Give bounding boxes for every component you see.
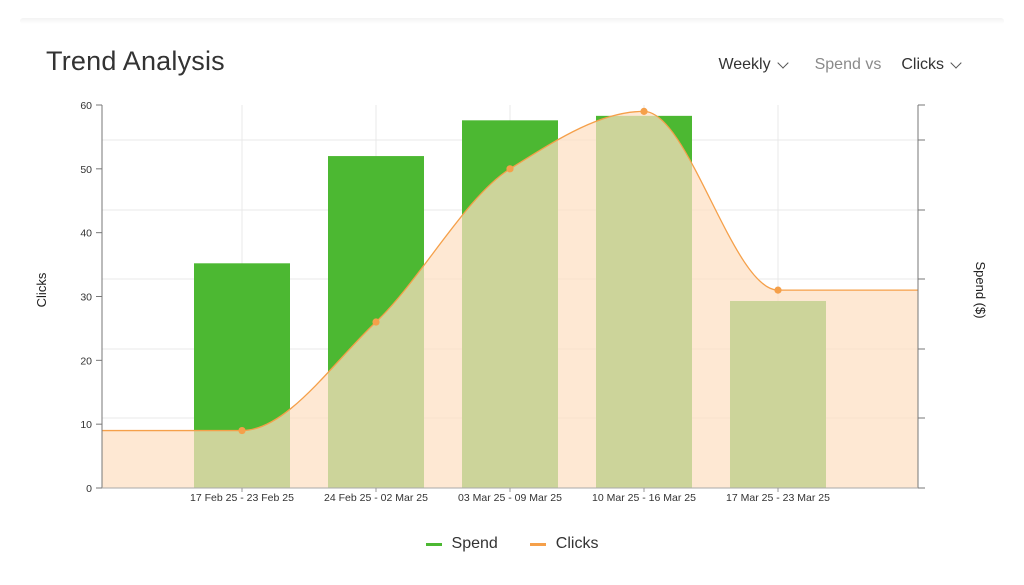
compare-label: Spend vs [814,56,882,73]
legend-swatch-spend [425,542,442,546]
x-tick-label: 03 Mar 25 - 09 Mar 25 [458,492,562,504]
chart-legend: Spend Clicks [0,535,1024,553]
point-clicks [640,107,648,115]
legend-swatch-clicks [529,542,546,546]
y-tick-label: 10 [80,419,92,431]
legend-label-clicks: Clicks [555,535,599,552]
y-tick-label: 60 [80,100,92,112]
y-tick-label: 30 [80,292,92,304]
y-tick-label: 50 [80,164,92,176]
chart-controls: Weekly Spend vs Clicks [718,56,962,74]
legend-item-clicks[interactable]: Clicks [529,535,599,553]
point-clicks [774,286,782,294]
y-tick-label: 20 [80,355,92,367]
area-clicks [102,111,918,488]
x-tick-label: 17 Mar 25 - 23 Mar 25 [726,492,830,504]
point-clicks [506,165,514,173]
x-tick-label: 17 Feb 25 - 23 Feb 25 [190,492,294,504]
legend-item-spend[interactable]: Spend [425,535,498,553]
period-dropdown-label: Weekly [718,56,771,73]
y-axis-title: Clicks [34,272,49,307]
point-clicks [238,426,246,435]
x-tick-label: 24 Feb 25 - 02 Mar 25 [324,492,428,504]
metric-dropdown-label: Clicks [901,56,944,73]
card-top-border [20,18,1004,24]
metric-dropdown[interactable]: Clicks [901,56,962,74]
x-tick-label: 10 Mar 25 - 16 Mar 25 [592,492,696,504]
y-tick-label: 40 [80,228,92,240]
y2-axis-title: Spend ($) [973,261,988,318]
y-tick-label: 0 [86,483,92,495]
period-dropdown[interactable]: Weekly [718,56,789,74]
legend-label-spend: Spend [451,535,498,552]
chart-title: Trend Analysis [46,46,225,76]
point-clicks [372,318,380,326]
